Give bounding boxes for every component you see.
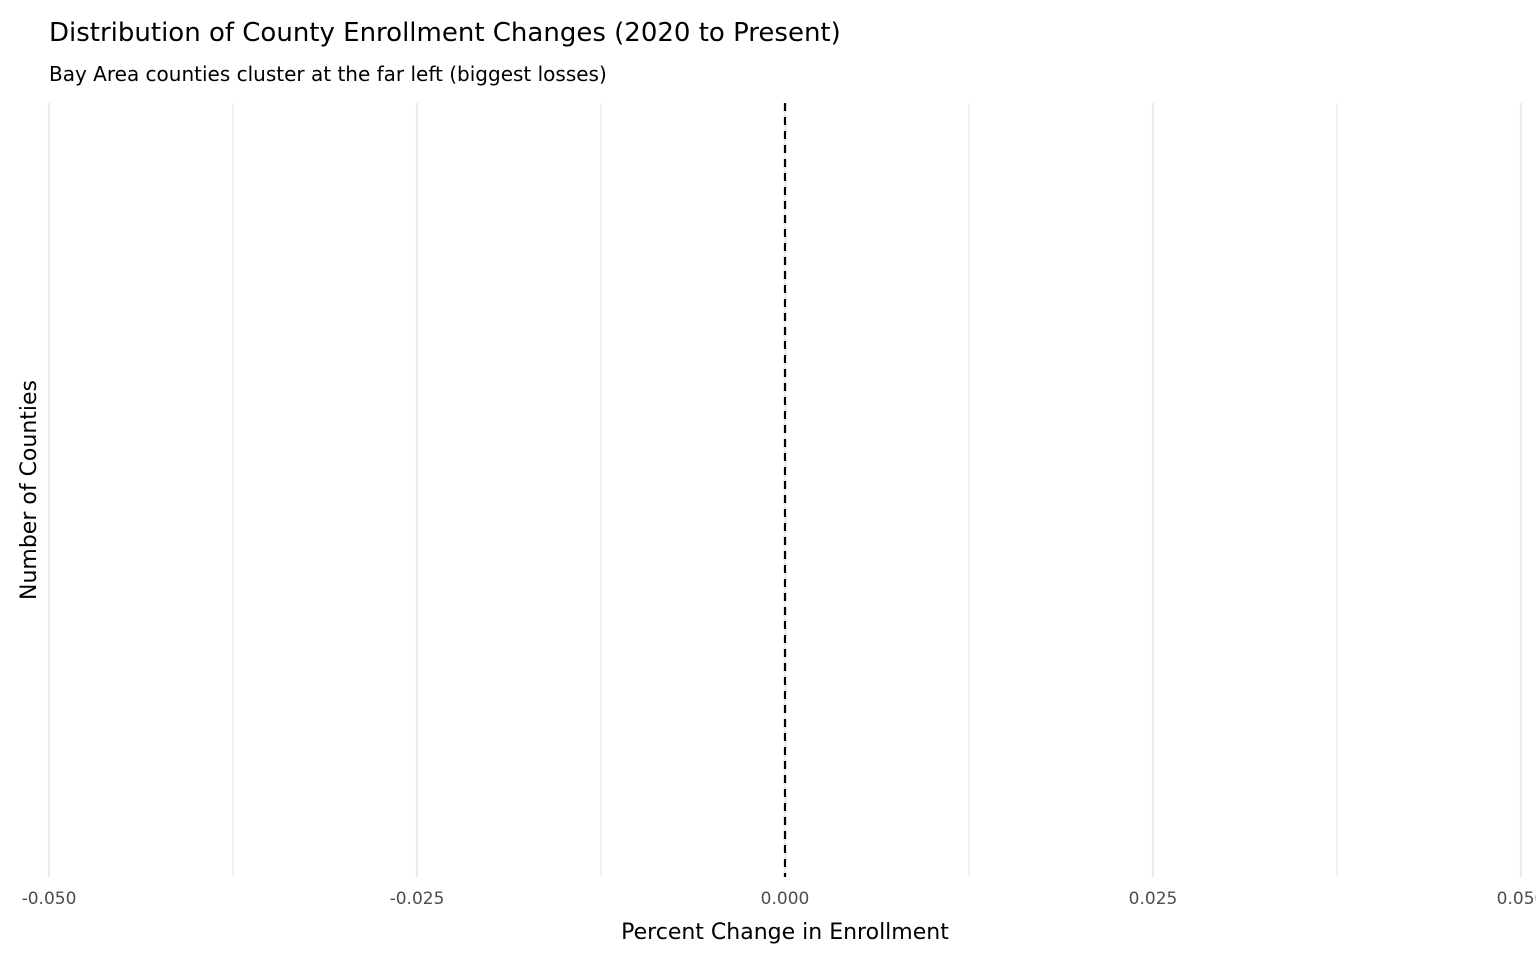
x-tick-label: 0.025 (1129, 889, 1178, 909)
x-tick-label: 0.050 (1497, 889, 1536, 909)
x-tick-label: -0.025 (390, 889, 445, 909)
x-tick-label: 0.000 (761, 889, 810, 909)
x-axis-title: Percent Change in Enrollment (621, 920, 949, 945)
chart-subtitle: Bay Area counties cluster at the far lef… (49, 62, 607, 86)
chart-title: Distribution of County Enrollment Change… (49, 18, 841, 48)
y-axis-title: Number of Counties (17, 380, 42, 600)
x-tick-label: -0.050 (22, 889, 77, 909)
